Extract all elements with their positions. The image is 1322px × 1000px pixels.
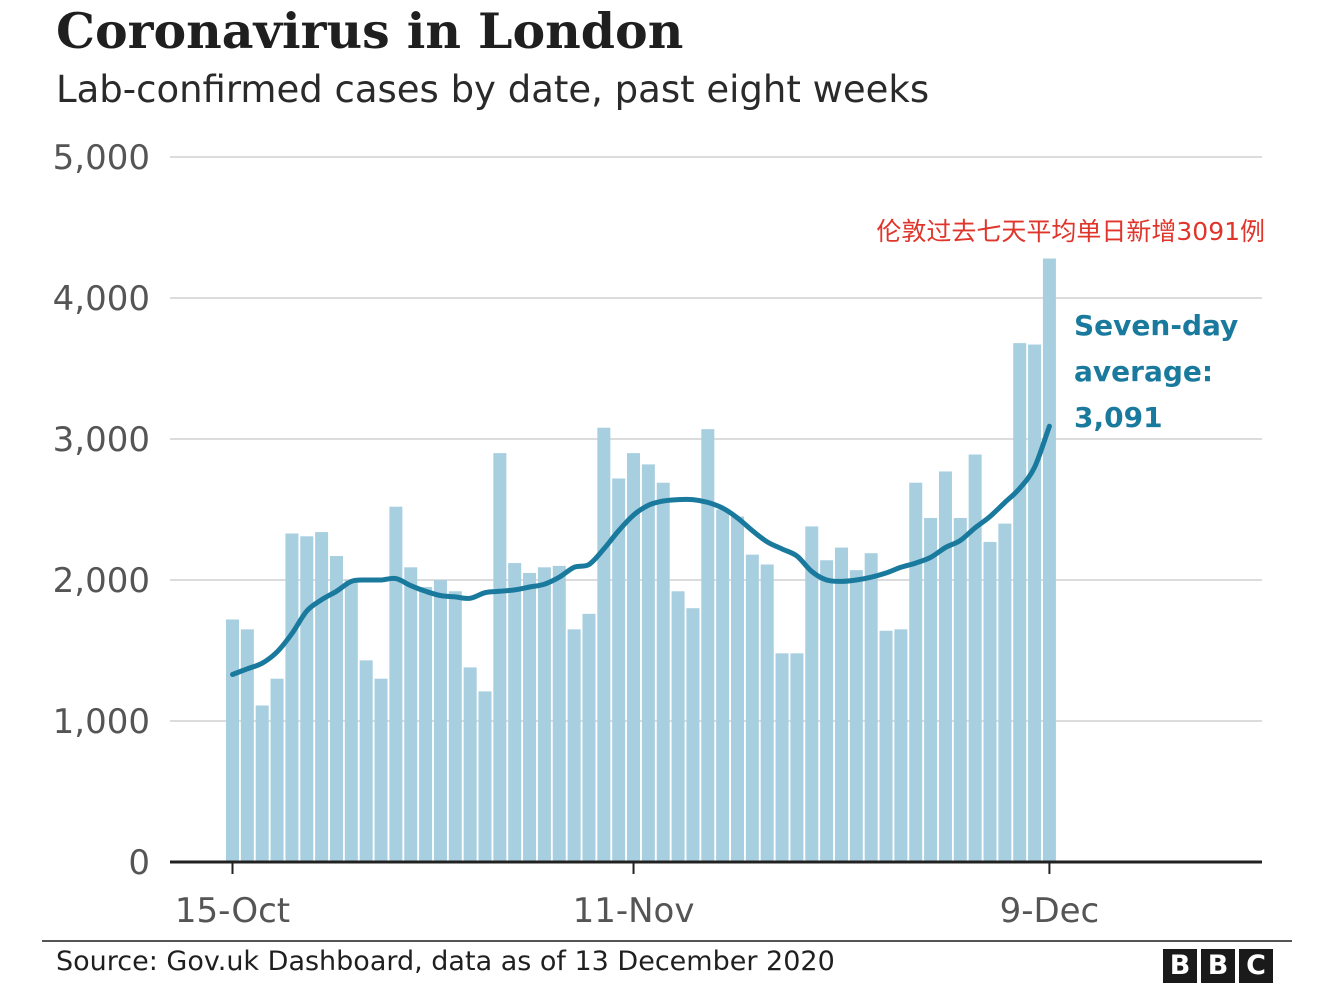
y-tick-label: 3,000 [53, 420, 150, 460]
bar [686, 608, 700, 862]
bar [255, 705, 269, 862]
bbc-logo-letter: C [1239, 949, 1273, 983]
bar [226, 619, 239, 862]
bar [463, 667, 477, 862]
bar [567, 629, 581, 862]
bar [240, 629, 254, 862]
bar [448, 591, 462, 862]
chart-title: Coronavirus in London [56, 2, 684, 60]
bar-series [226, 258, 1056, 862]
y-axis-tick-labels: 0 1,000 2,000 3,000 4,000 5,000 [53, 138, 150, 883]
bar [612, 478, 626, 862]
average-label-line-1: Seven-day [1074, 309, 1238, 342]
bar [1028, 344, 1042, 862]
bar [389, 506, 403, 862]
bar [864, 553, 878, 862]
bar [953, 517, 967, 862]
bar [433, 580, 447, 862]
bar [820, 560, 834, 862]
bbc-logo: B B C [1163, 949, 1273, 983]
y-tick-label: 1,000 [53, 702, 150, 742]
source-note: Source: Gov.uk Dashboard, data as of 13 … [56, 946, 835, 977]
average-line-series [230, 423, 1052, 677]
bar [582, 613, 596, 862]
bar [374, 678, 388, 862]
bar [924, 517, 938, 862]
bar [894, 629, 908, 862]
bar [478, 691, 492, 862]
bar [597, 427, 611, 862]
bar [745, 554, 759, 862]
bar [419, 587, 433, 862]
average-label-line-2: average: [1074, 355, 1213, 388]
bar [641, 464, 655, 862]
bar [716, 509, 730, 862]
bar [998, 523, 1012, 862]
y-tick-label: 2,000 [53, 561, 150, 601]
bar [508, 563, 522, 862]
bar [315, 532, 329, 862]
bar [731, 516, 745, 862]
y-tick-label: 5,000 [53, 138, 150, 178]
bar [344, 580, 358, 862]
bar [656, 482, 670, 862]
bar [329, 556, 343, 862]
bar [790, 653, 804, 862]
bar [760, 564, 774, 862]
bbc-logo-letter: B [1163, 949, 1197, 983]
bar [404, 567, 418, 862]
bar [552, 565, 566, 862]
bar [849, 570, 863, 862]
average-line [230, 423, 1052, 677]
bar [523, 572, 537, 862]
bar [270, 678, 284, 862]
x-axis: 15-Oct 11-Nov 9-Dec [170, 860, 1262, 931]
y-tick-label: 0 [128, 843, 150, 883]
bar [775, 653, 789, 862]
bar [493, 453, 507, 862]
y-tick-label: 4,000 [53, 279, 150, 319]
bar [701, 429, 715, 862]
chart-subtitle: Lab-confirmed cases by date, past eight … [56, 68, 930, 111]
annotations: 伦敦过去七天平均单日新增3091例 Seven-day average: 3,0… [876, 217, 1265, 434]
bar [1013, 343, 1027, 862]
chart-area: 0 1,000 2,000 3,000 4,000 5,000 15-Oct 11-Nov 9… [53, 138, 1265, 931]
bar [627, 453, 641, 862]
bar [805, 526, 819, 862]
bar [938, 471, 952, 862]
bar [1042, 258, 1056, 862]
bar [968, 454, 982, 862]
bar [879, 630, 893, 862]
bar [359, 660, 373, 862]
bar [300, 536, 314, 862]
chinese-annotation: 伦敦过去七天平均单日新增3091例 [876, 217, 1265, 246]
bar [671, 591, 685, 862]
bar [285, 533, 299, 862]
bar [537, 567, 551, 862]
average-label-line-3: 3,091 [1074, 401, 1163, 434]
bbc-logo-letter: B [1201, 949, 1235, 983]
bar [983, 541, 997, 862]
bar [909, 482, 923, 862]
footer-divider [42, 940, 1292, 942]
x-tick-label: 15-Oct [175, 891, 290, 931]
x-tick-label: 11-Nov [573, 891, 695, 931]
x-tick-label: 9-Dec [1000, 891, 1100, 931]
bar [834, 547, 848, 862]
